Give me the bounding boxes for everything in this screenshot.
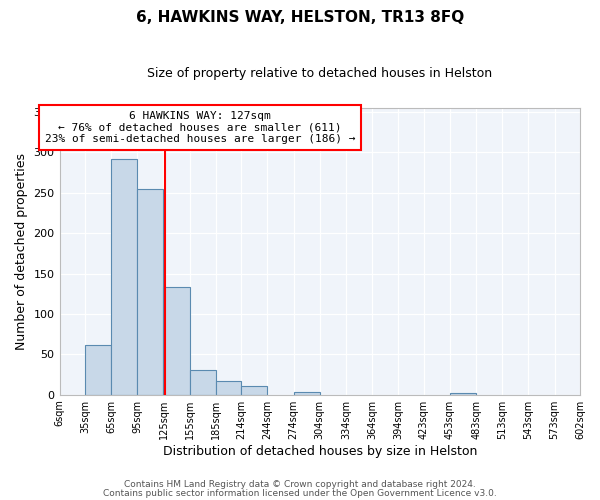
Text: 6, HAWKINS WAY, HELSTON, TR13 8FQ: 6, HAWKINS WAY, HELSTON, TR13 8FQ [136,10,464,25]
Bar [111,159,137,394]
Bar [163,288,190,395]
Y-axis label: Number of detached properties: Number of detached properties [15,153,28,350]
Bar [293,392,320,394]
Text: Contains public sector information licensed under the Open Government Licence v3: Contains public sector information licen… [103,490,497,498]
Bar [450,393,476,394]
Title: Size of property relative to detached houses in Helston: Size of property relative to detached ho… [147,68,493,80]
Text: 6 HAWKINS WAY: 127sqm
← 76% of detached houses are smaller (611)
23% of semi-det: 6 HAWKINS WAY: 127sqm ← 76% of detached … [45,111,355,144]
Bar [190,370,216,394]
Text: Contains HM Land Registry data © Crown copyright and database right 2024.: Contains HM Land Registry data © Crown c… [124,480,476,489]
Bar [137,189,163,394]
Bar [241,386,268,394]
X-axis label: Distribution of detached houses by size in Helston: Distribution of detached houses by size … [163,444,477,458]
Bar [85,344,111,395]
Bar [216,381,241,394]
